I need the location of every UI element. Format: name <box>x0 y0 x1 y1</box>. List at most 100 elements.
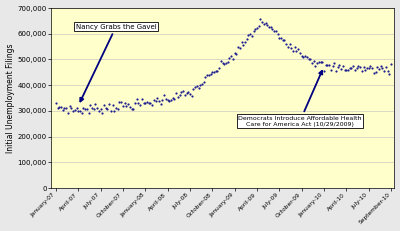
Point <box>362 68 368 71</box>
Point <box>94 106 100 110</box>
Point <box>226 56 233 60</box>
Point <box>87 103 94 107</box>
Point <box>372 70 379 74</box>
Point <box>123 104 130 107</box>
Point <box>147 101 154 105</box>
Point <box>262 21 269 24</box>
Point <box>321 69 327 73</box>
Point <box>285 45 291 49</box>
Point <box>268 25 274 29</box>
Point <box>233 52 240 55</box>
Point <box>164 98 171 102</box>
Point <box>146 101 152 105</box>
Point <box>207 72 214 76</box>
Point <box>194 84 200 88</box>
Point <box>154 96 160 100</box>
Point <box>161 93 167 97</box>
Point <box>159 98 166 101</box>
Point <box>152 99 159 103</box>
Point <box>166 99 172 102</box>
Point <box>221 62 228 66</box>
Point <box>340 64 346 68</box>
Point <box>386 72 392 76</box>
Point <box>190 87 196 91</box>
Point <box>383 65 389 68</box>
Point <box>316 60 322 64</box>
Point <box>223 61 229 65</box>
Point <box>92 102 99 106</box>
Point <box>75 109 82 113</box>
Point <box>89 106 95 110</box>
Point <box>110 103 116 107</box>
Point <box>97 107 104 111</box>
Point <box>369 67 375 70</box>
Point <box>212 69 219 73</box>
Point <box>293 49 300 53</box>
Point <box>302 55 308 58</box>
Point <box>350 64 356 68</box>
Point <box>187 92 193 95</box>
Point <box>108 109 114 112</box>
Point <box>228 55 234 58</box>
Point <box>130 107 136 110</box>
Point <box>111 109 118 113</box>
Point <box>144 100 150 104</box>
Point <box>317 61 324 64</box>
Point <box>230 57 236 61</box>
Point <box>126 105 133 108</box>
Point <box>348 66 355 70</box>
Point <box>73 106 80 110</box>
Point <box>206 73 212 77</box>
Point <box>236 46 243 49</box>
Point <box>173 91 179 95</box>
Point <box>276 36 282 40</box>
Point <box>245 33 252 37</box>
Point <box>156 99 162 103</box>
Point <box>163 98 169 101</box>
Point <box>84 107 90 111</box>
Point <box>329 65 336 68</box>
Point <box>134 97 140 101</box>
Point <box>355 64 362 68</box>
Point <box>185 90 192 94</box>
Point <box>358 70 365 73</box>
Text: Nancy Grabs the Gavel: Nancy Grabs the Gavel <box>76 24 156 101</box>
Point <box>122 101 128 105</box>
Point <box>288 47 294 50</box>
Point <box>283 42 289 46</box>
Point <box>182 93 188 97</box>
Point <box>60 108 66 112</box>
Point <box>176 93 183 97</box>
Point <box>139 97 145 101</box>
Point <box>333 69 339 73</box>
Point <box>273 29 279 33</box>
Point <box>300 55 306 59</box>
Point <box>101 103 107 107</box>
Point <box>352 68 358 72</box>
Point <box>345 68 351 72</box>
Point <box>82 107 88 111</box>
Point <box>271 29 277 33</box>
Point <box>204 73 210 76</box>
Point <box>278 37 284 40</box>
Point <box>125 102 131 106</box>
Point <box>120 104 126 108</box>
Point <box>322 64 329 67</box>
Point <box>286 42 293 46</box>
Point <box>269 27 276 31</box>
Point <box>183 91 190 95</box>
Point <box>249 34 255 38</box>
Point <box>192 85 198 88</box>
Point <box>216 66 222 70</box>
Point <box>342 68 348 72</box>
Point <box>168 98 174 102</box>
Point <box>170 96 176 100</box>
Point <box>328 68 334 71</box>
Point <box>331 61 338 65</box>
Point <box>202 75 209 79</box>
Point <box>200 80 207 84</box>
Point <box>77 109 83 112</box>
Point <box>158 102 164 106</box>
Point <box>53 101 59 105</box>
Point <box>309 61 315 65</box>
